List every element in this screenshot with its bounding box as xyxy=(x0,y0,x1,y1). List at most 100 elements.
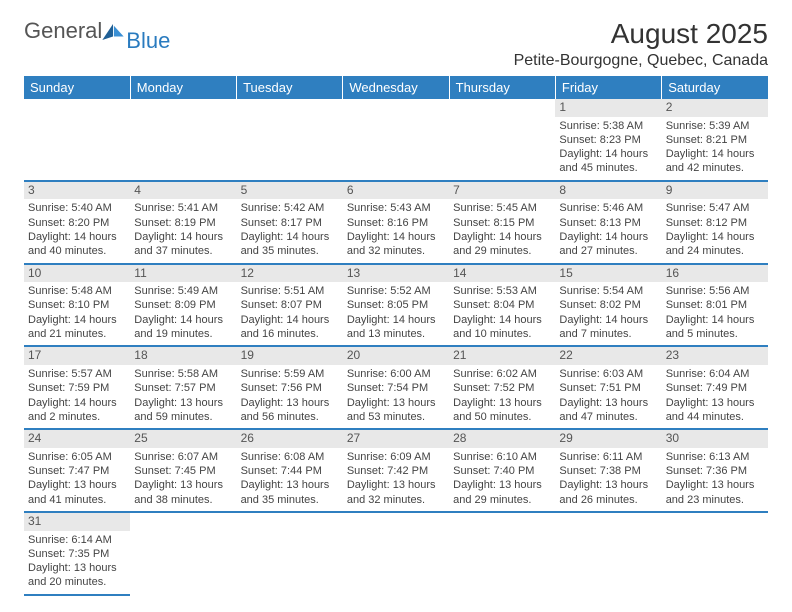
calendar-cell: 31 Sunrise: 6:14 AMSunset: 7:35 PMDayligh… xyxy=(24,512,130,595)
calendar-cell: 9Sunrise: 5:47 AMSunset: 8:12 PMDaylight… xyxy=(662,181,768,264)
day-number: 26 xyxy=(237,430,343,448)
day-details: Sunrise: 5:48 AMSunset: 8:10 PMDaylight:… xyxy=(28,284,126,341)
calendar-cell: 19Sunrise: 5:59 AMSunset: 7:56 PMDayligh… xyxy=(237,346,343,429)
weekday-header: Tuesday xyxy=(237,76,343,99)
day-details: Sunrise: 5:43 AMSunset: 8:16 PMDaylight:… xyxy=(347,201,445,258)
day-number: 20 xyxy=(343,347,449,365)
header: General Blue August 2025 Petite-Bourgogn… xyxy=(24,18,768,70)
calendar-cell xyxy=(555,512,661,595)
calendar-cell: 10Sunrise: 5:48 AMSunset: 8:10 PMDayligh… xyxy=(24,264,130,347)
day-number: 29 xyxy=(555,430,661,448)
calendar-week-row: 24 Sunrise: 6:05 AMSunset: 7:47 PMDayligh… xyxy=(24,429,768,512)
day-details: Sunrise: 6:10 AMSunset: 7:40 PMDaylight:… xyxy=(453,450,551,507)
day-details: Sunrise: 6:11 AMSunset: 7:38 PMDaylight:… xyxy=(559,450,657,507)
weekday-header: Wednesday xyxy=(343,76,449,99)
weekday-header: Sunday xyxy=(24,76,130,99)
day-number: 8 xyxy=(555,182,661,200)
logo-text-1: General xyxy=(24,18,102,44)
day-number: 31 xyxy=(24,513,130,531)
day-number: 21 xyxy=(449,347,555,365)
day-details: Sunrise: 5:58 AMSunset: 7:57 PMDaylight:… xyxy=(134,367,232,424)
day-number: 5 xyxy=(237,182,343,200)
calendar-cell: 6Sunrise: 5:43 AMSunset: 8:16 PMDaylight… xyxy=(343,181,449,264)
day-number: 6 xyxy=(343,182,449,200)
day-number: 11 xyxy=(130,265,236,283)
calendar-week-row: 31 Sunrise: 6:14 AMSunset: 7:35 PMDayligh… xyxy=(24,512,768,595)
month-title: August 2025 xyxy=(514,18,768,50)
day-number: 28 xyxy=(449,430,555,448)
day-details: Sunrise: 5:42 AMSunset: 8:17 PMDaylight:… xyxy=(241,201,339,258)
calendar-cell: 12Sunrise: 5:51 AMSunset: 8:07 PMDayligh… xyxy=(237,264,343,347)
calendar-cell: 4Sunrise: 5:41 AMSunset: 8:19 PMDaylight… xyxy=(130,181,236,264)
calendar-cell xyxy=(130,512,236,595)
day-details: Sunrise: 6:07 AMSunset: 7:45 PMDaylight:… xyxy=(134,450,232,507)
day-number: 9 xyxy=(662,182,768,200)
calendar-cell: 15Sunrise: 5:54 AMSunset: 8:02 PMDayligh… xyxy=(555,264,661,347)
title-block: August 2025 Petite-Bourgogne, Quebec, Ca… xyxy=(514,18,768,70)
day-number: 1 xyxy=(555,99,661,117)
day-details: Sunrise: 6:00 AMSunset: 7:54 PMDaylight:… xyxy=(347,367,445,424)
day-details: Sunrise: 6:04 AMSunset: 7:49 PMDaylight:… xyxy=(666,367,764,424)
day-details: Sunrise: 6:08 AMSunset: 7:44 PMDaylight:… xyxy=(241,450,339,507)
day-number: 25 xyxy=(130,430,236,448)
calendar-cell: 24 Sunrise: 6:05 AMSunset: 7:47 PMDayligh… xyxy=(24,429,130,512)
day-number: 30 xyxy=(662,430,768,448)
day-details: Sunrise: 6:13 AMSunset: 7:36 PMDaylight:… xyxy=(666,450,764,507)
calendar-cell xyxy=(343,512,449,595)
calendar-cell xyxy=(130,99,236,181)
day-details: Sunrise: 5:38 AMSunset: 8:23 PMDaylight:… xyxy=(559,119,657,176)
calendar-cell: 25 Sunrise: 6:07 AMSunset: 7:45 PMDayligh… xyxy=(130,429,236,512)
calendar-cell: 26 Sunrise: 6:08 AMSunset: 7:44 PMDayligh… xyxy=(237,429,343,512)
day-number: 16 xyxy=(662,265,768,283)
calendar-cell: 1 Sunrise: 5:38 AMSunset: 8:23 PMDaylight… xyxy=(555,99,661,181)
calendar-cell: 23 Sunrise: 6:04 AMSunset: 7:49 PMDayligh… xyxy=(662,346,768,429)
calendar-cell xyxy=(449,512,555,595)
day-details: Sunrise: 5:56 AMSunset: 8:01 PMDaylight:… xyxy=(666,284,764,341)
logo-sail-icon xyxy=(102,24,124,40)
location: Petite-Bourgogne, Quebec, Canada xyxy=(514,52,768,70)
day-number: 27 xyxy=(343,430,449,448)
day-number: 23 xyxy=(662,347,768,365)
calendar-cell: 27Sunrise: 6:09 AMSunset: 7:42 PMDayligh… xyxy=(343,429,449,512)
calendar-cell: 5Sunrise: 5:42 AMSunset: 8:17 PMDaylight… xyxy=(237,181,343,264)
day-number: 24 xyxy=(24,430,130,448)
day-details: Sunrise: 5:46 AMSunset: 8:13 PMDaylight:… xyxy=(559,201,657,258)
calendar-cell: 17Sunrise: 5:57 AMSunset: 7:59 PMDayligh… xyxy=(24,346,130,429)
day-number: 18 xyxy=(130,347,236,365)
day-details: Sunrise: 5:45 AMSunset: 8:15 PMDaylight:… xyxy=(453,201,551,258)
calendar-cell: 8Sunrise: 5:46 AMSunset: 8:13 PMDaylight… xyxy=(555,181,661,264)
day-number: 4 xyxy=(130,182,236,200)
calendar-cell: 18 Sunrise: 5:58 AMSunset: 7:57 PMDayligh… xyxy=(130,346,236,429)
day-number: 22 xyxy=(555,347,661,365)
calendar-cell: 13Sunrise: 5:52 AMSunset: 8:05 PMDayligh… xyxy=(343,264,449,347)
weekday-header: Saturday xyxy=(662,76,768,99)
logo-text-2: Blue xyxy=(126,28,170,54)
calendar-cell xyxy=(237,99,343,181)
calendar-cell: 11Sunrise: 5:49 AMSunset: 8:09 PMDayligh… xyxy=(130,264,236,347)
calendar-week-row: 1 Sunrise: 5:38 AMSunset: 8:23 PMDaylight… xyxy=(24,99,768,181)
weekday-header: Friday xyxy=(555,76,661,99)
calendar-cell xyxy=(449,99,555,181)
calendar-table: SundayMondayTuesdayWednesdayThursdayFrid… xyxy=(24,76,768,596)
calendar-cell xyxy=(343,99,449,181)
calendar-week-row: 3Sunrise: 5:40 AMSunset: 8:20 PMDaylight… xyxy=(24,181,768,264)
calendar-cell: 16Sunrise: 5:56 AMSunset: 8:01 PMDayligh… xyxy=(662,264,768,347)
day-number: 15 xyxy=(555,265,661,283)
calendar-cell: 28 Sunrise: 6:10 AMSunset: 7:40 PMDayligh… xyxy=(449,429,555,512)
weekday-header-row: SundayMondayTuesdayWednesdayThursdayFrid… xyxy=(24,76,768,99)
day-details: Sunrise: 5:57 AMSunset: 7:59 PMDaylight:… xyxy=(28,367,126,424)
day-number: 7 xyxy=(449,182,555,200)
day-details: Sunrise: 5:54 AMSunset: 8:02 PMDaylight:… xyxy=(559,284,657,341)
day-details: Sunrise: 5:53 AMSunset: 8:04 PMDaylight:… xyxy=(453,284,551,341)
calendar-cell: 20 Sunrise: 6:00 AMSunset: 7:54 PMDayligh… xyxy=(343,346,449,429)
day-details: Sunrise: 5:40 AMSunset: 8:20 PMDaylight:… xyxy=(28,201,126,258)
day-number: 2 xyxy=(662,99,768,117)
day-details: Sunrise: 6:05 AMSunset: 7:47 PMDaylight:… xyxy=(28,450,126,507)
calendar-cell xyxy=(662,512,768,595)
calendar-cell: 2Sunrise: 5:39 AMSunset: 8:21 PMDaylight… xyxy=(662,99,768,181)
calendar-cell: 22Sunrise: 6:03 AMSunset: 7:51 PMDayligh… xyxy=(555,346,661,429)
calendar-cell: 21Sunrise: 6:02 AMSunset: 7:52 PMDayligh… xyxy=(449,346,555,429)
day-number: 13 xyxy=(343,265,449,283)
day-details: Sunrise: 6:14 AMSunset: 7:35 PMDaylight:… xyxy=(28,533,126,590)
calendar-week-row: 10Sunrise: 5:48 AMSunset: 8:10 PMDayligh… xyxy=(24,264,768,347)
